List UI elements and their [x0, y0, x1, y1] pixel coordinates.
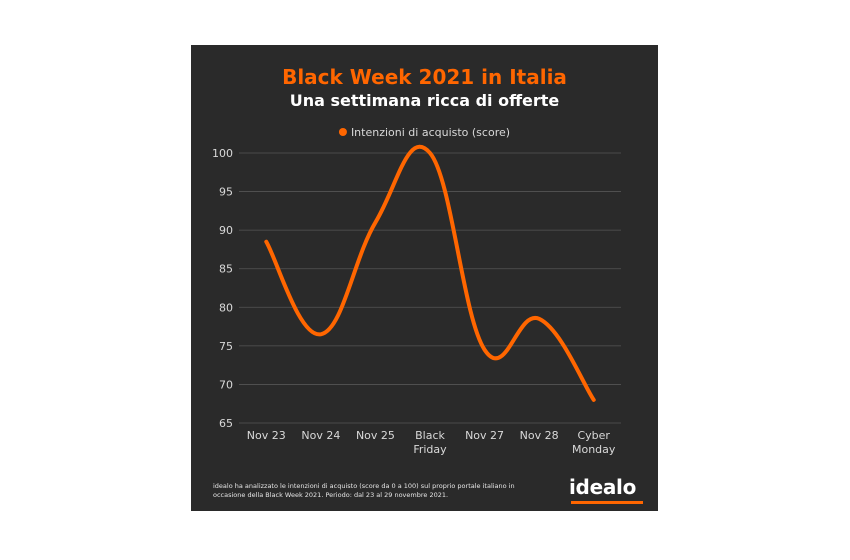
legend-marker — [338, 128, 347, 136]
x-tick-label: Nov 27 — [465, 429, 504, 442]
logo-underline — [571, 501, 643, 504]
x-tick-label-line: Nov 27 — [465, 429, 504, 442]
chart-card: Black Week 2021 in Italia Una settimana … — [191, 45, 658, 511]
x-tick-label-line: Nov 24 — [301, 429, 340, 442]
x-tick-label: Cyber Monday — [572, 429, 616, 456]
y-tick-label-80: 80 — [219, 301, 233, 314]
line-chart: 65 70 75 80 85 90 95 100 Nov 23 Nov 24 Nov 25 Black… — [212, 126, 621, 456]
x-tick-label-line: Cyber — [577, 429, 610, 442]
idealo-logo: idealo — [569, 475, 637, 499]
footnote: idealo ha analizzato le intenzioni di ac… — [213, 482, 515, 499]
y-tick-label-100: 100 — [212, 147, 233, 160]
x-tick-label: Nov 25 — [356, 429, 395, 442]
y-tick-label-90: 90 — [219, 224, 233, 237]
x-tick-label: Black Friday — [413, 429, 447, 456]
x-tick-label-line: Nov 23 — [247, 429, 286, 442]
chart-title: Black Week 2021 in Italia — [282, 65, 567, 89]
x-tick-label: Nov 28 — [520, 429, 559, 442]
y-tick-label-95: 95 — [219, 186, 233, 199]
y-tick-label-65: 65 — [219, 417, 233, 430]
x-tick-label-line: Monday — [572, 443, 616, 456]
chart-subtitle: Una settimana ricca di offerte — [289, 91, 560, 110]
y-tick-label-75: 75 — [219, 340, 233, 353]
y-tick-label-85: 85 — [219, 263, 233, 276]
x-tick-label-line: Nov 28 — [520, 429, 559, 442]
x-tick-label: Nov 23 — [247, 429, 286, 442]
x-tick-label-line: Nov 25 — [356, 429, 395, 442]
x-tick-label-line: Friday — [413, 443, 447, 456]
y-tick-label-70: 70 — [219, 378, 233, 391]
series-line-0 — [264, 144, 596, 402]
x-tick-label: Nov 24 — [301, 429, 340, 442]
x-tick-label-line: Black — [415, 429, 445, 442]
legend-label: Intenzioni di acquisto (score) — [351, 126, 510, 139]
